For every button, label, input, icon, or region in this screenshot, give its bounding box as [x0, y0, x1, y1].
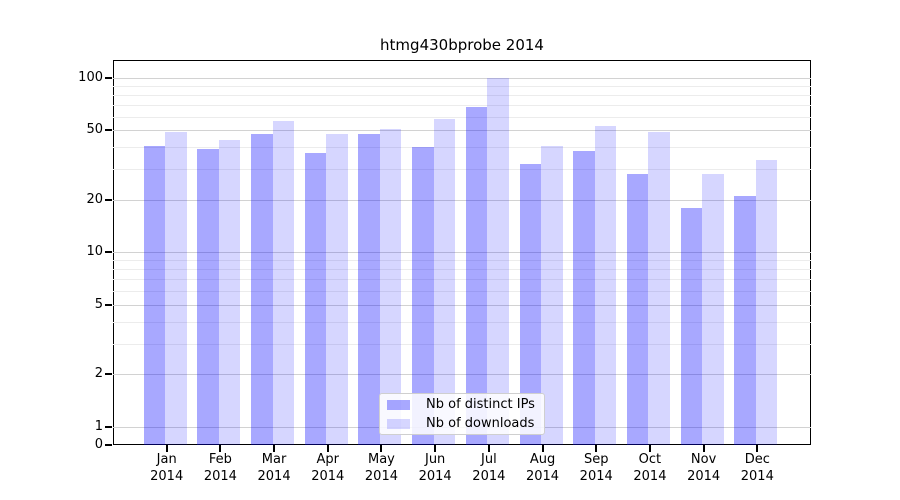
- bar-downloads: [433, 119, 456, 445]
- bar-distinct-ips: [143, 145, 166, 445]
- y-tick-label: 50: [86, 122, 103, 138]
- bar-downloads: [379, 128, 402, 445]
- bar-downloads: [648, 132, 670, 445]
- legend-row-downloads: Nb of downloads: [387, 416, 537, 432]
- legend-label-distinct-ips: Nb of distinct IPs: [426, 396, 535, 412]
- bar-downloads: [594, 126, 617, 445]
- y-gridline-minor: [113, 291, 811, 293]
- x-tick-label: Sep 2014: [579, 452, 613, 484]
- bar-distinct-ips: [197, 149, 219, 445]
- x-tick-mark: [648, 445, 651, 452]
- y-tick-label: 1: [94, 418, 103, 434]
- legend-label-downloads: Nb of downloads: [426, 415, 535, 431]
- y-tick-label: 20: [86, 191, 103, 207]
- x-tick-mark: [273, 445, 276, 452]
- bar-downloads: [272, 120, 295, 445]
- legend-swatch-downloads-icon: [387, 418, 410, 429]
- x-tick-mark: [702, 445, 705, 452]
- y-tick-mark: [105, 251, 112, 254]
- x-tick-label: Nov 2014: [687, 452, 721, 484]
- x-tick-mark: [595, 445, 598, 452]
- bar-distinct-ips: [251, 133, 273, 445]
- y-gridline-minor: [113, 85, 811, 87]
- y-tick-mark: [105, 425, 112, 428]
- y-gridline-minor: [113, 321, 811, 323]
- y-tick-label: 10: [86, 244, 103, 260]
- y-gridline-minor: [113, 260, 811, 262]
- y-gridline-minor: [113, 169, 811, 171]
- y-gridline-major: [113, 252, 811, 254]
- x-tick-mark: [434, 445, 437, 452]
- legend-row-distinct-ips: Nb of distinct IPs: [387, 397, 537, 413]
- y-tick-label: 0: [94, 437, 103, 452]
- chart-title: htmg430bprobe 2014: [380, 36, 544, 54]
- bar-downloads: [755, 159, 778, 445]
- x-tick-mark: [380, 445, 383, 452]
- y-tick-mark: [105, 198, 112, 201]
- x-tick-mark: [165, 445, 168, 452]
- y-gridline-minor: [113, 105, 811, 106]
- y-tick-label: 2: [94, 366, 103, 382]
- y-tick-mark: [105, 373, 112, 376]
- bar-distinct-ips: [680, 207, 703, 445]
- bar-distinct-ips: [358, 133, 380, 445]
- x-tick-label: Jun 2014: [418, 452, 452, 484]
- x-tick-label: Jul 2014: [472, 452, 506, 484]
- x-tick-label: Jan 2014: [150, 452, 184, 484]
- bar-distinct-ips: [519, 164, 542, 445]
- y-gridline-major: [113, 304, 811, 306]
- y-gridline-major: [113, 78, 811, 79]
- x-tick-mark: [756, 445, 759, 452]
- bar-distinct-ips: [412, 147, 434, 445]
- y-gridline-minor: [113, 343, 811, 345]
- y-gridline-minor: [113, 147, 811, 149]
- y-gridline-minor: [113, 279, 811, 281]
- bar-downloads: [326, 133, 348, 445]
- bar-downloads: [218, 140, 241, 445]
- y-gridline-minor: [113, 94, 811, 96]
- x-tick-label: Dec 2014: [740, 452, 774, 484]
- y-tick-mark: [105, 77, 112, 79]
- bar-downloads: [541, 145, 563, 445]
- bar-distinct-ips: [573, 151, 595, 445]
- bar-distinct-ips: [626, 174, 649, 445]
- x-tick-mark: [326, 445, 329, 452]
- bar-downloads: [487, 78, 509, 445]
- y-tick-mark: [105, 444, 112, 446]
- y-tick-label: 5: [94, 296, 103, 312]
- bar-downloads: [702, 174, 724, 445]
- y-gridline-minor: [113, 269, 811, 271]
- bar-distinct-ips: [465, 107, 488, 445]
- x-tick-label: Mar 2014: [257, 452, 291, 484]
- y-gridline-major: [113, 130, 811, 132]
- y-tick-mark: [105, 303, 112, 306]
- y-tick-label: 100: [78, 70, 103, 85]
- y-gridline-minor: [113, 116, 811, 118]
- legend: Nb of distinct IPs Nb of downloads: [379, 393, 545, 435]
- bar-distinct-ips: [304, 153, 327, 445]
- x-tick-label: Feb 2014: [203, 452, 237, 484]
- x-tick-label: Oct 2014: [633, 452, 667, 484]
- x-tick-label: Apr 2014: [311, 452, 345, 484]
- x-tick-mark: [541, 445, 544, 452]
- x-tick-label: Aug 2014: [525, 452, 560, 484]
- y-gridline-major: [113, 374, 811, 376]
- bar-downloads: [165, 132, 187, 445]
- legend-swatch-distinct-ips-icon: [387, 399, 410, 410]
- x-tick-mark: [487, 445, 490, 452]
- bar-distinct-ips: [734, 196, 756, 445]
- x-tick-label: May 2014: [364, 452, 398, 484]
- y-tick-mark: [105, 129, 112, 132]
- y-gridline-major: [113, 199, 811, 201]
- x-tick-mark: [219, 445, 222, 452]
